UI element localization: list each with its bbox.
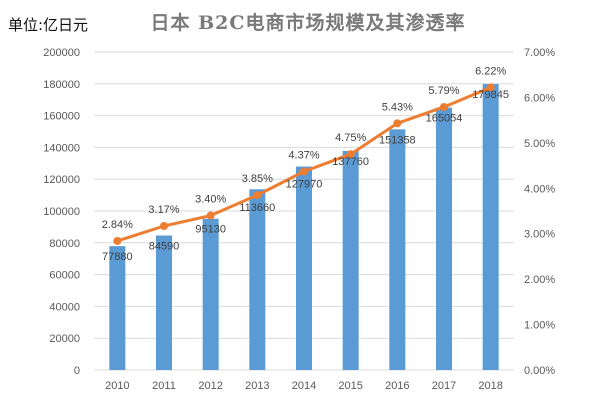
x-tick-label: 2010 bbox=[105, 380, 129, 392]
bar bbox=[202, 218, 219, 370]
line-data-label: 4.37% bbox=[288, 149, 319, 161]
line-point bbox=[393, 119, 402, 128]
line-data-label: 5.43% bbox=[382, 101, 413, 113]
y-tick-label: 40000 bbox=[49, 301, 80, 313]
chart-title: 日本 B2C电商市场规模及其渗透率 bbox=[150, 12, 466, 34]
x-tick-label: 2011 bbox=[152, 380, 176, 392]
y2-tick-label: 7.00% bbox=[524, 47, 555, 59]
x-tick-label: 2017 bbox=[432, 380, 456, 392]
line-data-label: 6.22% bbox=[475, 65, 506, 77]
bar-data-label: 179845 bbox=[472, 89, 509, 101]
line-data-label: 3.17% bbox=[148, 204, 179, 216]
line-point bbox=[440, 102, 448, 111]
y2-tick-label: 0.00% bbox=[524, 365, 555, 377]
x-tick-label: 2015 bbox=[338, 380, 362, 392]
x-tick-label: 2018 bbox=[478, 380, 502, 392]
y2-tick-label: 1.00% bbox=[524, 320, 555, 332]
line-data-label: 4.75% bbox=[335, 132, 366, 144]
bar bbox=[436, 107, 452, 370]
bar bbox=[156, 235, 172, 370]
y-tick-label: 80000 bbox=[49, 238, 80, 250]
y-tick-label: 200000 bbox=[43, 47, 80, 59]
bar bbox=[389, 129, 406, 370]
line-point bbox=[206, 211, 215, 220]
bar-data-label: 165054 bbox=[426, 113, 463, 125]
line-point bbox=[486, 83, 495, 92]
bar-data-label: 137760 bbox=[332, 156, 369, 168]
y-tick-label: 0 bbox=[74, 365, 80, 377]
x-tick-label: 2012 bbox=[198, 380, 222, 392]
y2-tick-label: 4.00% bbox=[524, 183, 555, 195]
bar-data-label: 151358 bbox=[379, 134, 416, 146]
bar-data-label: 77880 bbox=[102, 251, 133, 263]
line-point bbox=[160, 221, 168, 230]
bar bbox=[342, 150, 359, 370]
bar bbox=[249, 189, 266, 370]
bar bbox=[482, 84, 499, 370]
y-tick-label: 140000 bbox=[43, 142, 80, 154]
y-tick-label: 100000 bbox=[43, 206, 80, 218]
bar-data-label: 84590 bbox=[149, 241, 180, 253]
y-tick-label: 120000 bbox=[43, 174, 80, 186]
y2-tick-label: 3.00% bbox=[524, 229, 555, 241]
bar bbox=[109, 246, 126, 370]
y2-tick-label: 5.00% bbox=[524, 138, 555, 150]
y-tick-label: 60000 bbox=[49, 270, 80, 282]
y-tick-label: 160000 bbox=[43, 111, 80, 123]
x-tick-label: 2013 bbox=[245, 380, 269, 392]
line-point bbox=[113, 236, 122, 245]
y2-tick-label: 6.00% bbox=[524, 92, 555, 104]
y-tick-label: 180000 bbox=[43, 79, 80, 91]
bar-data-label: 113660 bbox=[239, 202, 275, 214]
line-data-label: 5.79% bbox=[428, 85, 459, 97]
x-tick-label: 2014 bbox=[292, 380, 316, 392]
line-data-label: 2.84% bbox=[102, 219, 133, 231]
line-data-label: 3.85% bbox=[242, 173, 273, 185]
x-tick-label: 2016 bbox=[385, 380, 409, 392]
line-data-label: 3.40% bbox=[195, 194, 226, 206]
y-tick-label: 20000 bbox=[49, 333, 80, 345]
unit-label: 单位:亿日元 bbox=[8, 16, 89, 34]
line-point bbox=[300, 167, 308, 176]
bar-data-label: 127970 bbox=[286, 178, 323, 190]
line-point bbox=[346, 150, 355, 159]
bar-data-label: 95130 bbox=[195, 224, 226, 236]
line-point bbox=[253, 191, 262, 200]
y2-tick-label: 2.00% bbox=[524, 274, 555, 286]
bar bbox=[296, 166, 312, 370]
